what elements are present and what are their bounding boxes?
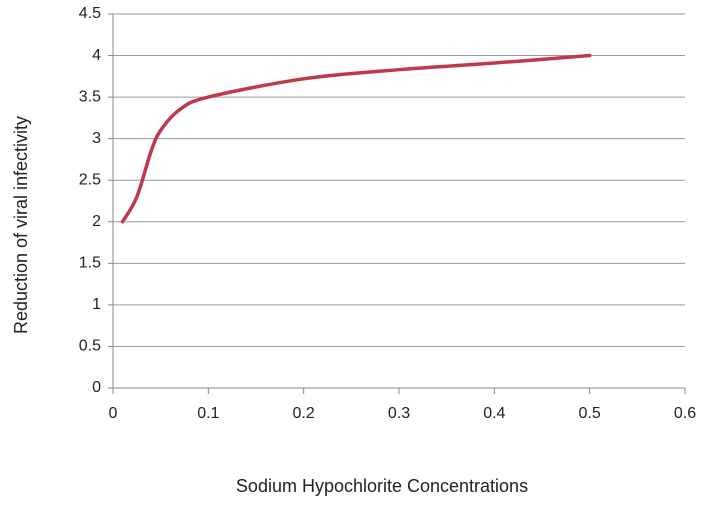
y-tick-label: 3: [92, 130, 101, 147]
y-tick-label: 0: [92, 379, 101, 396]
x-tick-label: 0.1: [197, 405, 219, 422]
y-tick-label: 2: [92, 213, 101, 230]
y-axis-title: Reduction of viral infectivity: [11, 116, 31, 334]
y-tick-label: 4: [92, 47, 101, 64]
y-tick-label: 3.5: [79, 88, 101, 105]
y-tick-label: 0.5: [79, 338, 101, 355]
y-tick-label: 4.5: [79, 5, 101, 22]
x-tick-label: 0.2: [293, 405, 315, 422]
y-tick-label: 1.5: [79, 255, 101, 272]
x-axis-title: Sodium Hypochlorite Concentrations: [236, 476, 528, 496]
y-tick-label: 1: [92, 296, 101, 313]
x-tick-label: 0.3: [388, 405, 410, 422]
x-tick-label: 0: [109, 405, 118, 422]
x-tick-label: 0.6: [674, 405, 696, 422]
x-tick-label: 0.5: [579, 405, 601, 422]
x-tick-label: 0.4: [483, 405, 505, 422]
data-line: [120, 53, 592, 224]
y-tick-label: 2.5: [79, 171, 101, 188]
